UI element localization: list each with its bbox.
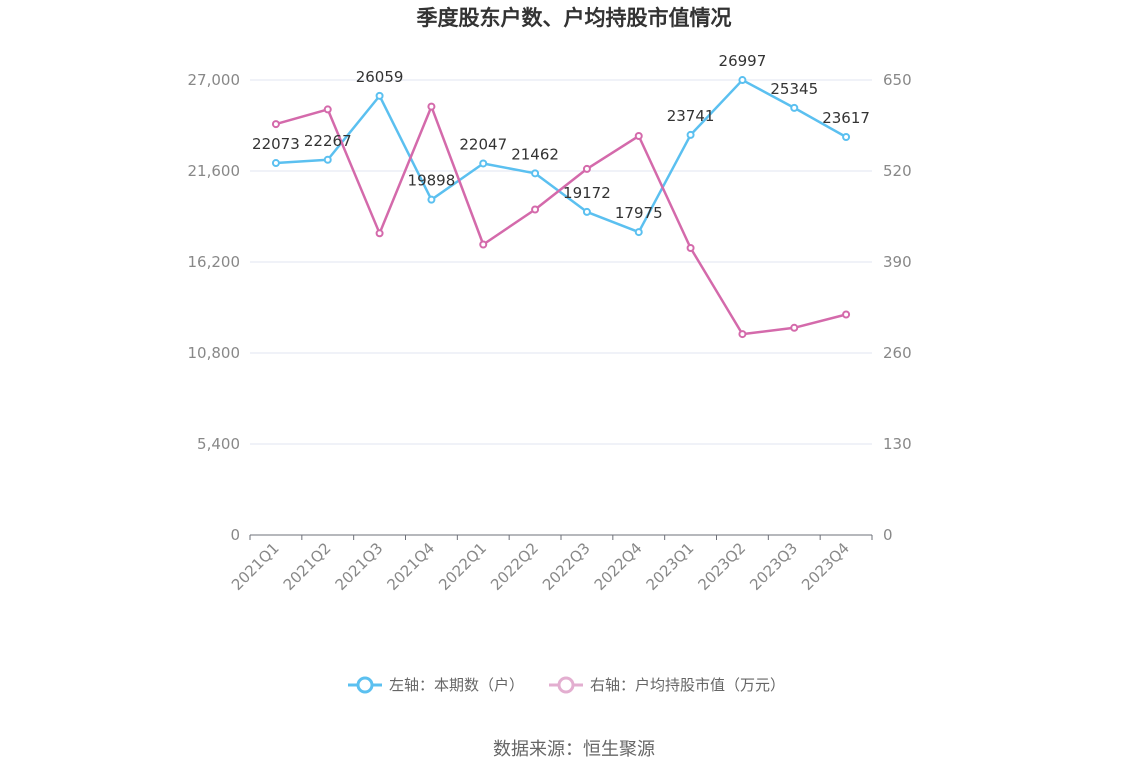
series-line-right: [275, 105, 847, 336]
data-point-right: [479, 240, 488, 249]
data-label: 19172: [563, 184, 611, 202]
data-point-left: [738, 76, 747, 85]
data-point-left: [634, 228, 643, 237]
x-tick-label: 2022Q1: [435, 539, 490, 594]
data-point-left: [427, 195, 436, 204]
right-tick-label: 520: [883, 162, 912, 180]
right-tick-label: 0: [883, 526, 893, 544]
data-label: 22073: [252, 135, 300, 153]
data-point-right: [582, 164, 591, 173]
left-tick-label: 5,400: [197, 435, 240, 453]
data-point-right: [323, 105, 332, 114]
data-label: 22267: [304, 132, 352, 150]
chart-title: 季度股东户数、户均持股市值情况: [417, 6, 732, 30]
data-label: 22047: [459, 135, 507, 153]
data-point-right: [375, 229, 384, 238]
left-tick-label: 16,200: [188, 253, 241, 271]
data-point-right: [271, 120, 280, 129]
legend-left-label: 左轴：本期数（户）: [389, 676, 524, 694]
legend-right-label: 右轴：户均持股市值（万元）: [590, 676, 785, 694]
data-point-left: [271, 159, 280, 168]
x-axis: 2021Q12021Q22021Q32021Q42022Q12022Q22022…: [228, 534, 873, 594]
x-tick-label: 2023Q1: [643, 539, 698, 594]
x-tick-label: 2022Q3: [539, 539, 594, 594]
data-label: 23617: [822, 109, 870, 127]
legend[interactable]: 左轴：本期数（户） 右轴：户均持股市值（万元）: [348, 676, 785, 694]
legend-right-marker-icon: [557, 676, 575, 694]
data-source: 数据来源：恒生聚源: [493, 739, 655, 760]
data-point-right: [842, 310, 851, 319]
data-point-left: [790, 103, 799, 112]
data-label: 25345: [770, 80, 818, 98]
data-point-right: [427, 102, 436, 111]
left-y-axis: 0 5,400 10,800 16,200 21,600 27,000: [188, 71, 241, 544]
x-tick-label: 2021Q4: [383, 539, 438, 594]
data-point-left: [323, 155, 332, 164]
data-label: 17975: [615, 204, 663, 222]
left-tick-label: 0: [230, 526, 240, 544]
data-point-left: [842, 133, 851, 142]
data-point-left: [686, 130, 695, 139]
left-tick-label: 21,600: [188, 162, 241, 180]
series-line-left: [275, 78, 847, 234]
x-tick-label: 2022Q4: [591, 539, 646, 594]
x-tick-label: 2021Q2: [280, 539, 335, 594]
x-tick-label: 2022Q2: [487, 539, 542, 594]
left-tick-label: 27,000: [188, 71, 241, 89]
x-tick-label: 2023Q2: [694, 539, 749, 594]
data-label: 26059: [356, 68, 404, 86]
data-point-right: [790, 323, 799, 332]
data-label: 26997: [719, 52, 767, 70]
data-point-left: [531, 169, 540, 178]
legend-left-marker-icon: [356, 676, 374, 694]
x-tick-label: 2023Q4: [798, 539, 853, 594]
data-point-left: [479, 159, 488, 168]
legend-item-left-series[interactable]: 左轴：本期数（户）: [348, 676, 524, 694]
data-label: 23741: [667, 107, 715, 125]
x-tick-label: 2021Q1: [228, 539, 283, 594]
right-tick-label: 130: [883, 435, 912, 453]
data-label: 21462: [511, 145, 559, 163]
right-tick-label: 390: [883, 253, 912, 271]
series-layer: [271, 76, 851, 339]
data-point-left: [375, 91, 384, 100]
data-point-right: [686, 244, 695, 252]
data-point-right: [738, 330, 747, 339]
data-point-right: [634, 132, 643, 140]
left-tick-label: 10,800: [188, 344, 241, 362]
legend-item-right-series[interactable]: 右轴：户均持股市值（万元）: [549, 676, 785, 694]
right-tick-label: 650: [883, 71, 912, 89]
data-point-left: [582, 207, 591, 216]
right-tick-label: 260: [883, 344, 912, 362]
data-label: 19898: [408, 172, 456, 190]
right-y-axis: 0 130 260 390 520 650: [883, 71, 912, 544]
data-point-right: [531, 205, 540, 214]
x-tick-label: 2021Q3: [332, 539, 387, 594]
x-tick-label: 2023Q3: [746, 539, 801, 594]
